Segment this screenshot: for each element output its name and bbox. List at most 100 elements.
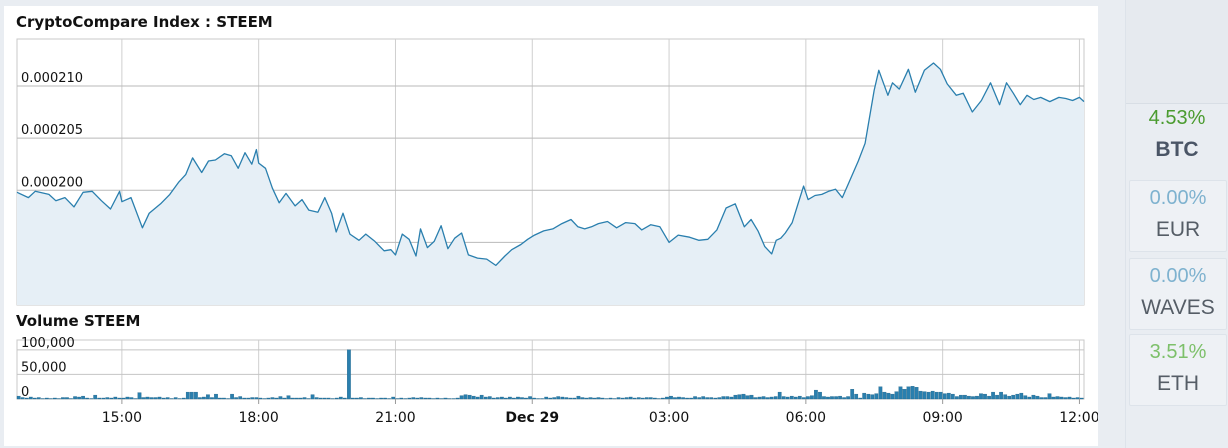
volume-bar (802, 397, 806, 400)
volume-bar (198, 397, 202, 400)
volume-bar (548, 397, 553, 400)
volume-bar (133, 398, 138, 400)
volume-bar (455, 397, 460, 400)
volume-bar (814, 389, 818, 400)
volume-bar (898, 386, 903, 400)
volume-bar (407, 397, 412, 400)
volume-bar (423, 397, 428, 400)
volume-bar (326, 397, 331, 400)
volume-bar (161, 397, 166, 400)
pair-eth[interactable]: 3.51% ETH (1129, 334, 1227, 406)
volume-bar (250, 397, 255, 400)
volume-bar (1075, 397, 1080, 400)
volume-bar (781, 396, 786, 400)
volume-bar (379, 397, 383, 400)
volume-bar (109, 397, 114, 400)
volume-bar (745, 395, 750, 400)
volume-bar (141, 397, 146, 400)
volume-bar (20, 397, 25, 400)
volume-bar (371, 397, 375, 400)
volume-bar (528, 396, 532, 400)
volume-bar (979, 393, 983, 400)
volume-bar (524, 397, 528, 400)
volume-bar (793, 396, 798, 400)
x-tick-label: 18:00 (238, 410, 278, 426)
volume-bar (983, 393, 987, 400)
volume-bar (351, 397, 355, 400)
volume-bar (874, 393, 879, 400)
volume-bar (616, 397, 621, 400)
volume-bar (785, 396, 790, 400)
volume-bar (657, 398, 661, 400)
volume-ytick-label: 50,000 (21, 360, 67, 375)
volume-bar (902, 389, 907, 400)
volume-chart-title: Volume STEEM (16, 312, 140, 330)
volume-bar (1039, 397, 1044, 400)
volume-bar (858, 397, 863, 400)
volume-bar (806, 396, 810, 400)
volume-bar (648, 397, 653, 400)
volume-bar (1051, 396, 1056, 400)
volume-bar (556, 396, 561, 400)
volume-bar (49, 398, 53, 400)
volume-bar (564, 397, 569, 400)
volume-bar (846, 396, 850, 400)
volume-bar (194, 391, 198, 400)
volume-bar (918, 390, 923, 400)
volume-bar (536, 398, 540, 400)
volume-bar (544, 396, 549, 400)
volume-bar (914, 387, 919, 400)
volume-bar (995, 394, 999, 400)
volume-bar (946, 392, 951, 400)
volume-bar (278, 396, 283, 400)
volume-bar (246, 397, 251, 400)
volume-bar (500, 396, 504, 400)
currency-sidebar: 4.53% BTC 0.00% EUR 0.00% WAVES 3.51% ET… (1125, 0, 1228, 448)
volume-bar (882, 391, 887, 400)
pair-btc[interactable]: 4.53% BTC (1129, 106, 1225, 174)
volume-bar (230, 393, 234, 400)
volume-bar (1063, 397, 1068, 400)
volume-plot-frame (16, 339, 1085, 400)
volume-bar (121, 397, 126, 400)
volume-bar (77, 396, 81, 400)
volume-bar (32, 397, 37, 400)
volume-bar (1003, 394, 1008, 400)
volume-bar (334, 397, 339, 400)
x-tick-label: 21:00 (375, 410, 415, 426)
volume-bar (57, 398, 61, 400)
volume-bar (113, 396, 118, 400)
price-line (16, 62, 1085, 267)
volume-bar (395, 398, 400, 400)
volume-bar (1079, 397, 1084, 400)
x-tick-label: 03:00 (649, 410, 689, 426)
volume-bar (624, 397, 629, 400)
volume-bar (270, 397, 275, 400)
pair-eur[interactable]: 0.00% EUR (1129, 180, 1227, 252)
volume-bar (1059, 396, 1064, 400)
pair-eur-percent: 0.00% (1149, 187, 1207, 209)
volume-bar (1055, 396, 1060, 400)
volume-bar (862, 392, 867, 400)
volume-bar (757, 396, 762, 400)
pair-waves[interactable]: 0.00% WAVES (1129, 258, 1227, 330)
volume-bar (28, 396, 33, 400)
volume-bar (185, 391, 190, 400)
volume-bar (709, 397, 714, 400)
volume-bar (568, 397, 573, 400)
volume-bar (1047, 393, 1052, 400)
volume-bar (266, 397, 271, 400)
volume-bar (693, 396, 697, 400)
pair-eth-symbol: ETH (1157, 372, 1199, 395)
volume-bar (717, 397, 722, 400)
volume-bar (169, 398, 174, 400)
volume-bar (942, 393, 947, 400)
volume-bar (584, 397, 589, 400)
volume-bar (685, 397, 689, 400)
volume-bar (125, 396, 130, 400)
volume-bar (689, 397, 693, 400)
volume-bar (822, 396, 826, 400)
volume-bar (765, 397, 770, 400)
price-ytick-label: 0.000205 (21, 123, 83, 138)
volume-bar (512, 397, 516, 400)
